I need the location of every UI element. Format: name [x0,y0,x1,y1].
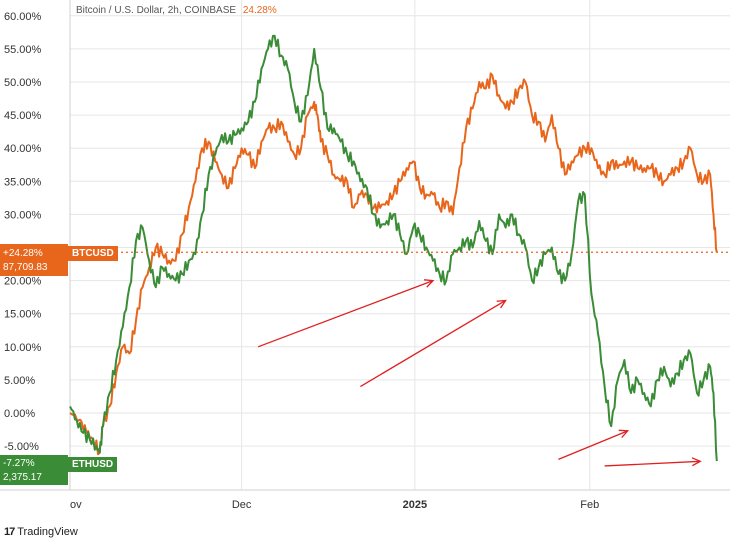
y-tick-label: 15.00% [4,309,42,321]
y-tick-label: 5.00% [4,375,35,387]
arrow-head [618,429,630,439]
y-tick-label: 45.00% [4,110,42,122]
annotation-arrow [257,279,434,348]
y-tick-label: 20.00% [4,276,42,288]
x-tick-label: Feb [580,499,599,511]
title-change: 24.28% [242,5,277,16]
btc-symbol-tag: BTCUSD [68,246,118,261]
y-tick-label: 40.00% [4,143,42,155]
series-lines [69,34,718,462]
eth-symbol-tag: ETHUSD [68,457,118,472]
y-axis-labels: 60.00% 55.00% 50.00% 45.00% 40.00% 35.00% 30.0… [4,11,42,453]
y-tick-label: 60.00% [4,11,42,23]
y-tick-label: 35.00% [4,176,42,188]
tradingview-logo-icon: 17 [4,526,15,538]
annotation-arrow [558,430,628,460]
btc-change: +24.28% [3,248,43,259]
y-tick-label: 30.00% [4,209,42,221]
arrow-head [691,457,702,467]
annotation-arrows [257,279,702,467]
tradingview-branding[interactable]: 17 TradingView [4,526,78,538]
y-tick-label: 55.00% [4,44,42,56]
annotation-arrow [360,299,506,388]
y-tick-label: 0.00% [4,408,35,420]
btcusd-line [69,72,718,456]
x-tick-label: ov [70,499,82,511]
ethusd-line [69,34,718,462]
plot-background [0,0,730,490]
x-tick-label: 2025 [403,499,427,511]
annotation-arrow [604,460,701,467]
y-tick-label: -5.00% [4,441,39,453]
title-text: Bitcoin / U.S. Dollar, 2h, COINBASE [76,5,237,16]
x-axis-labels: ov Dec 2025 Feb [70,499,599,511]
chart-title: Bitcoin / U.S. Dollar, 2h, COINBASE 24.2… [76,5,277,16]
eth-price: 2,375.17 [3,472,42,483]
tradingview-brand: TradingView [17,526,78,538]
arrow-head [496,299,507,309]
arrow-head [423,279,435,288]
y-tick-label: 10.00% [4,342,42,354]
btc-price: 87,709.83 [3,262,48,273]
y-tick-label: 50.00% [4,77,42,89]
x-tick-label: Dec [232,499,252,511]
eth-change: -7.27% [3,458,35,469]
